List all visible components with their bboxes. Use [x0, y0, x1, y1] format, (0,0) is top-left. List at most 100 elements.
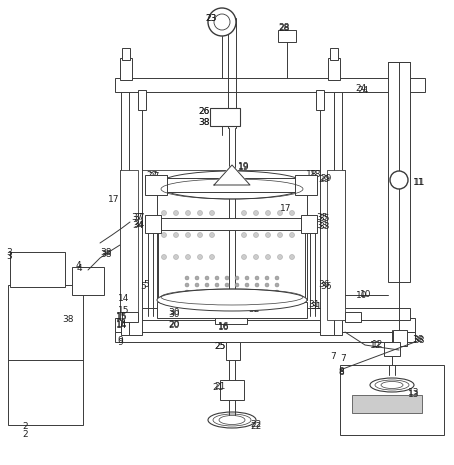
Text: 25: 25	[214, 342, 225, 351]
Circle shape	[255, 276, 259, 280]
Bar	[215, 312, 247, 324]
Text: 24: 24	[357, 86, 368, 95]
Text: 25: 25	[214, 342, 225, 351]
Circle shape	[277, 254, 282, 259]
Text: 27: 27	[146, 171, 158, 180]
Text: 14: 14	[116, 320, 128, 329]
Circle shape	[162, 211, 167, 215]
Bar	[157, 178, 307, 192]
Text: 31: 31	[310, 302, 321, 311]
Circle shape	[266, 211, 271, 215]
Bar	[340, 365, 444, 435]
Text: 34: 34	[133, 220, 144, 229]
Text: 30: 30	[168, 308, 179, 317]
Text: 29: 29	[320, 174, 331, 183]
Circle shape	[390, 171, 408, 189]
Text: 30: 30	[168, 310, 179, 319]
Bar	[122, 48, 130, 60]
Circle shape	[242, 254, 247, 259]
Text: 19: 19	[238, 163, 250, 172]
Circle shape	[205, 290, 209, 294]
Circle shape	[173, 254, 178, 259]
Text: 9: 9	[117, 336, 123, 345]
Circle shape	[195, 290, 199, 294]
Bar	[295, 175, 317, 195]
Circle shape	[197, 254, 202, 259]
Bar	[328, 58, 340, 80]
Bar	[128, 90, 142, 335]
Ellipse shape	[157, 289, 307, 311]
Text: 8: 8	[338, 367, 344, 376]
Circle shape	[290, 232, 295, 238]
Text: 38: 38	[198, 118, 209, 127]
Text: 4: 4	[77, 264, 83, 273]
Text: 32: 32	[248, 305, 259, 314]
Bar	[391, 62, 407, 142]
Circle shape	[185, 283, 189, 287]
Bar	[72, 267, 104, 295]
Circle shape	[209, 211, 214, 215]
Text: 31: 31	[308, 300, 320, 309]
Bar	[384, 342, 400, 356]
Ellipse shape	[208, 412, 256, 428]
Circle shape	[209, 232, 214, 238]
Circle shape	[215, 283, 219, 287]
Text: 21: 21	[212, 383, 223, 392]
Text: 15: 15	[116, 312, 128, 321]
Text: 23: 23	[205, 14, 217, 23]
Bar	[327, 170, 345, 320]
Text: 26: 26	[198, 107, 209, 116]
Circle shape	[253, 232, 258, 238]
Text: 37: 37	[131, 213, 143, 222]
Bar	[393, 330, 407, 346]
Circle shape	[277, 211, 282, 215]
Bar	[174, 308, 194, 316]
Circle shape	[255, 283, 259, 287]
Circle shape	[253, 254, 258, 259]
Bar	[278, 30, 296, 42]
Ellipse shape	[370, 378, 414, 392]
Text: 10: 10	[360, 290, 371, 299]
Text: 2: 2	[22, 430, 28, 439]
Bar	[301, 215, 317, 233]
Circle shape	[265, 276, 269, 280]
Circle shape	[208, 8, 236, 36]
Text: 16: 16	[218, 323, 230, 332]
Text: 34: 34	[132, 221, 143, 230]
Text: 3: 3	[6, 252, 12, 261]
Circle shape	[253, 211, 258, 215]
Bar	[220, 380, 244, 400]
Circle shape	[225, 283, 229, 287]
Text: 38: 38	[413, 336, 424, 345]
Text: 14: 14	[116, 321, 128, 330]
Text: 15: 15	[116, 313, 128, 322]
Text: 36: 36	[318, 280, 330, 289]
Circle shape	[242, 211, 247, 215]
Text: 38: 38	[100, 248, 112, 257]
Circle shape	[265, 283, 269, 287]
Circle shape	[197, 232, 202, 238]
Text: 33: 33	[318, 222, 330, 231]
Bar	[115, 318, 415, 332]
Circle shape	[245, 283, 249, 287]
Text: 11: 11	[414, 178, 425, 187]
Circle shape	[185, 290, 189, 294]
Circle shape	[185, 276, 189, 280]
Text: 14: 14	[118, 294, 129, 303]
Text: 35: 35	[318, 214, 330, 223]
Circle shape	[242, 232, 247, 238]
Text: 12: 12	[372, 340, 383, 349]
Text: 28: 28	[278, 24, 289, 33]
Bar	[316, 90, 324, 110]
Circle shape	[266, 254, 271, 259]
Bar	[8, 285, 83, 425]
Circle shape	[266, 232, 271, 238]
Text: 20: 20	[168, 321, 179, 330]
Bar	[210, 108, 240, 126]
Polygon shape	[214, 165, 250, 185]
Text: 4: 4	[76, 261, 82, 270]
Bar	[122, 312, 138, 322]
Text: 22: 22	[250, 420, 261, 429]
Text: 24: 24	[355, 84, 366, 93]
Text: 35: 35	[316, 213, 327, 222]
